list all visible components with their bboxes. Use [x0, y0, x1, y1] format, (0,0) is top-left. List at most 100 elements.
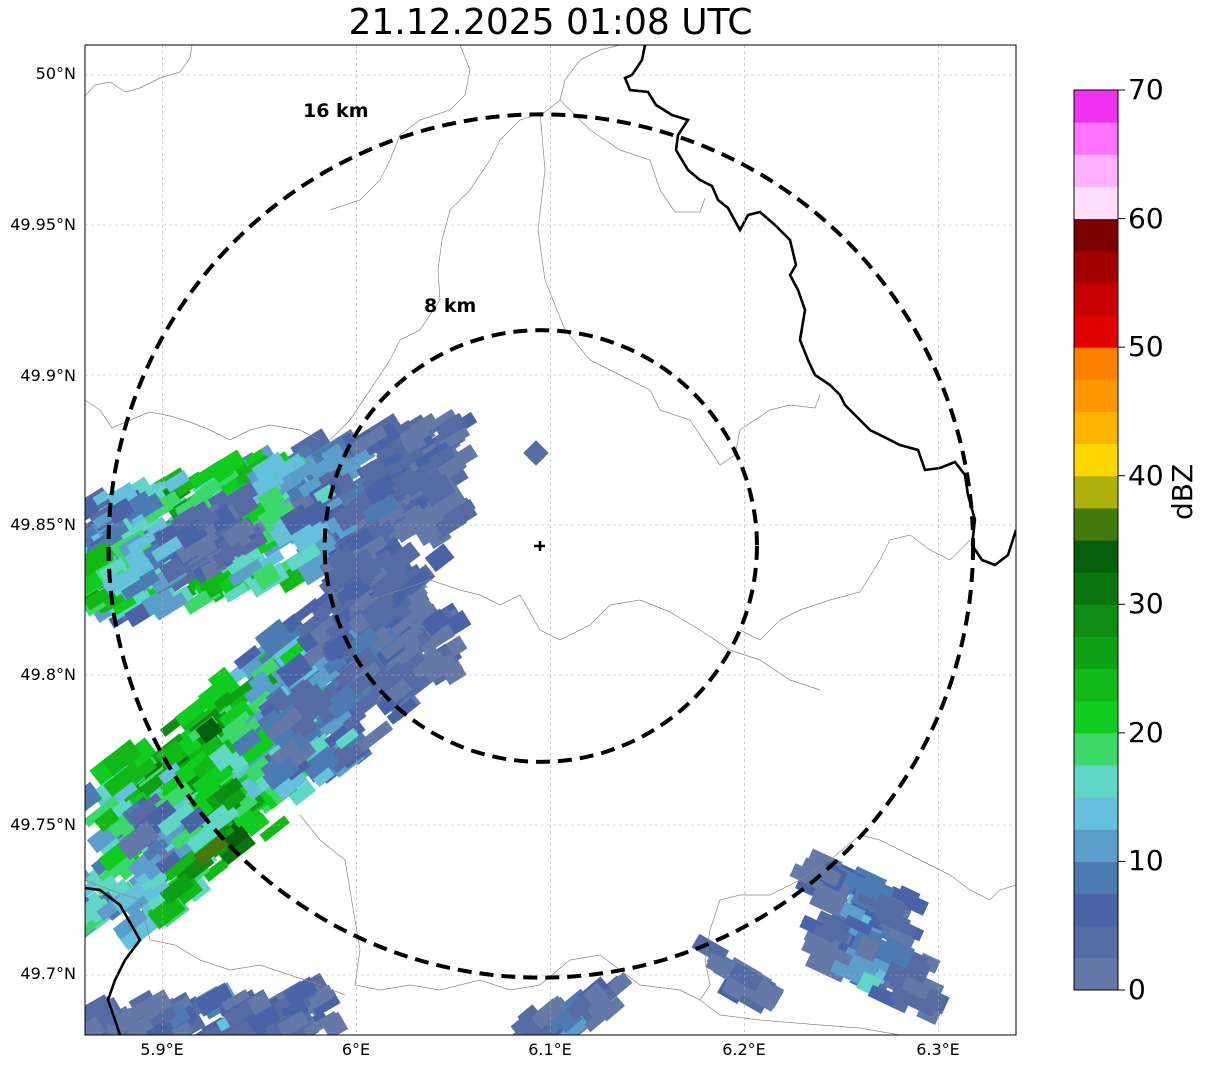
echo-cell [583, 982, 609, 1008]
echo-cell [222, 825, 250, 851]
echo-cell [221, 989, 251, 1011]
echo-cell [275, 652, 313, 688]
echo-cell [691, 933, 730, 965]
thin-border-admin-5 [349, 579, 821, 691]
lat-label-49-9: 49.9°N [20, 366, 76, 385]
echo-cell [251, 561, 282, 591]
echo-cell [280, 503, 314, 536]
echo-cell [843, 914, 873, 936]
echo-cell [283, 976, 318, 1007]
echo-cell [85, 587, 111, 611]
map-plot-area [85, 45, 1016, 1035]
echo-cell [228, 558, 264, 587]
echo-cell [191, 760, 234, 798]
lat-label-49-75: 49.75°N [10, 815, 76, 834]
echo-cell [873, 906, 895, 924]
echo-cell [163, 470, 191, 493]
echo-cell [800, 857, 842, 887]
lon-label-6-3: 6.3°E [916, 1040, 960, 1059]
echo-cell [223, 999, 257, 1028]
colorbar-segment [1074, 668, 1118, 702]
echo-cell [421, 608, 451, 637]
echo-cell [390, 610, 420, 637]
colorbar-segment [1074, 732, 1118, 766]
echo-cell [85, 567, 104, 606]
echo-cell [395, 421, 431, 452]
echo-cell [326, 545, 358, 575]
echo-cell [325, 616, 353, 643]
echo-cell [174, 877, 204, 905]
echo-cell [101, 739, 142, 777]
echo-cell [830, 954, 866, 985]
echo-cell [429, 445, 456, 468]
echo-cell [380, 638, 405, 660]
echo-cell [584, 1002, 618, 1033]
echo-cell [874, 893, 908, 920]
echo-cell [565, 993, 594, 1021]
colorbar-segment [1074, 861, 1118, 895]
echo-cell [420, 474, 456, 507]
country-border-luxembourg-germany [623, 45, 1016, 567]
echo-cell [194, 780, 221, 804]
echo-cell [213, 691, 235, 711]
colorbar-segment [1074, 475, 1118, 509]
echo-cell [414, 520, 442, 547]
echo-cell [531, 995, 568, 1030]
lon-label-5-9: 5.9°E [140, 1040, 184, 1059]
echo-cell [867, 984, 898, 1008]
echo-cell [85, 497, 101, 523]
colorbar-title: dBZ [1166, 463, 1199, 520]
radar-site-marker [534, 541, 545, 551]
echo-cell [251, 451, 288, 483]
echo-cell [441, 660, 467, 686]
colorbar-tick-label: 20 [1128, 715, 1164, 749]
lon-label-6-2: 6.2°E [722, 1040, 766, 1059]
echo-cell [303, 1011, 339, 1035]
echo-cell [284, 696, 326, 734]
echo-cell [254, 618, 293, 655]
echo-cell [308, 615, 341, 647]
echo-cell [304, 502, 333, 527]
echo-cell [113, 1002, 147, 1029]
echo-cell [322, 629, 357, 662]
echo-cell [394, 447, 425, 472]
country-border-luxembourg-france-west [85, 886, 142, 1035]
echo-cell [262, 755, 300, 791]
radar-echo-layer [85, 408, 950, 1035]
echo-cell [151, 536, 183, 563]
echo-cell [144, 799, 180, 833]
echo-cell [197, 672, 241, 712]
echo-cell [195, 717, 223, 744]
echo-cell [195, 565, 229, 597]
echo-cell [349, 687, 381, 716]
colorbar-segment [1074, 347, 1118, 380]
echo-cell [126, 792, 165, 827]
echo-cell [227, 717, 261, 747]
colorbar-segment [1074, 122, 1118, 155]
echo-cell [106, 497, 136, 525]
echo-cell [147, 893, 186, 930]
echo-cell [202, 858, 229, 882]
echo-cell [523, 440, 549, 466]
echo-cell [335, 577, 367, 606]
echo-cell [270, 453, 308, 485]
range-ring [322, 328, 759, 764]
colorbar-segment [1074, 250, 1118, 284]
colorbar-segment [1074, 797, 1118, 830]
map-title: 21.12.2025 01:08 UTC [348, 2, 753, 43]
echo-cell [212, 1019, 256, 1035]
echo-cell [335, 664, 366, 694]
echo-cell [85, 1032, 108, 1035]
thin-border-admin-2 [329, 45, 621, 441]
echo-cell [301, 746, 341, 783]
echo-cell [809, 893, 843, 918]
echo-cell [818, 882, 850, 910]
echo-cell [85, 880, 99, 902]
colorbar-segment [1074, 957, 1118, 991]
graticule-grid [85, 45, 1016, 1035]
ring-label-16km: 16 km [303, 100, 369, 122]
echo-cell [356, 720, 394, 753]
colorbar-segment [1074, 540, 1118, 573]
echo-cell [276, 1010, 309, 1035]
echo-cell [392, 569, 431, 603]
